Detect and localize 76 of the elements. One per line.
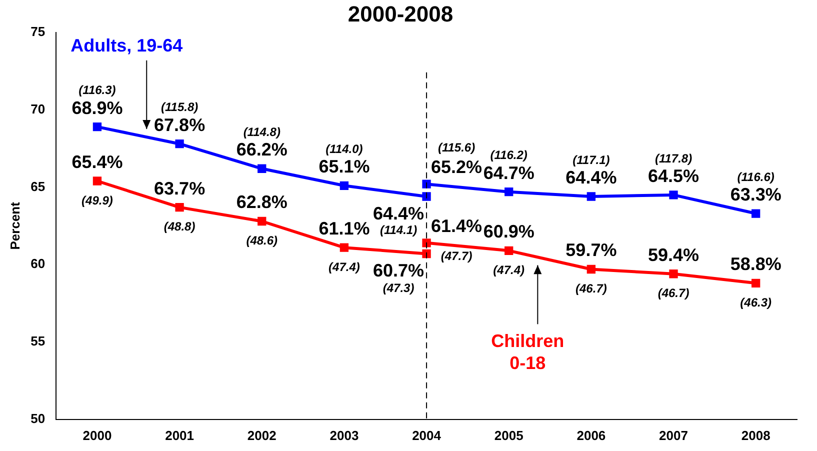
point <box>175 202 184 212</box>
annotation: (116.3) <box>78 83 116 98</box>
annotation: (117.1) <box>572 152 610 167</box>
data-label: 61.4% <box>431 216 482 236</box>
point <box>340 243 349 252</box>
point <box>92 176 102 186</box>
data-label: 65.2% <box>431 157 482 178</box>
data-label: 68.9% <box>72 98 123 118</box>
data-label: 61.1% <box>318 218 370 239</box>
annotation: (47.4) <box>493 262 525 277</box>
x-tick-label: 2008 <box>741 428 770 443</box>
point <box>752 278 760 288</box>
data-label: 64.4% <box>566 167 617 188</box>
data-label: 64.4% <box>373 203 424 224</box>
point <box>669 190 678 200</box>
x-tick-label: 2003 <box>330 428 359 443</box>
point <box>258 216 266 226</box>
data-label: 60.7% <box>373 260 424 281</box>
annotation: (116.6) <box>737 170 774 184</box>
x-tick-label: 2006 <box>576 428 606 443</box>
annotation: (49.9) <box>82 193 113 208</box>
y-tick-label: 70 <box>30 101 46 116</box>
y-tick-label: 55 <box>30 334 46 349</box>
data-label: 62.8% <box>236 192 288 212</box>
data-label: 63.7% <box>154 178 206 198</box>
x-tick-label: 2000 <box>82 428 112 443</box>
annotation: (47.4) <box>328 260 360 274</box>
annotation: (114.0) <box>326 142 363 156</box>
annotation: (117.8) <box>654 151 692 166</box>
point <box>752 209 760 218</box>
annotation: (114.8) <box>243 124 280 139</box>
annotation: (47.7) <box>440 249 472 264</box>
data-label: 63.3% <box>730 184 782 204</box>
data-label: 58.8% <box>730 254 782 274</box>
point <box>504 188 514 196</box>
text: Adults, 19-64 <box>70 35 183 56</box>
point <box>175 140 184 148</box>
data-label: 59.4% <box>648 244 700 265</box>
point <box>504 246 514 255</box>
annotation: (116.2) <box>490 148 528 162</box>
x-tick-label: 2001 <box>165 428 194 443</box>
data-label: 64.7% <box>483 162 534 183</box>
annotation: (48.8) <box>164 220 196 234</box>
annotation: (115.6) <box>438 140 476 154</box>
x-tick-label: 2007 <box>659 428 688 443</box>
data-label: 64.5% <box>648 166 700 186</box>
data-label: 59.7% <box>566 240 617 260</box>
annotation: (115.8) <box>160 100 198 114</box>
point <box>258 164 266 173</box>
y-tick-label: 65 <box>30 178 46 194</box>
annotation: (48.6) <box>246 234 278 248</box>
x-tick-label: 2002 <box>247 428 276 443</box>
x-tick-label: 2004 <box>412 428 442 443</box>
y-tick-label: 60 <box>30 256 46 272</box>
point <box>669 270 678 278</box>
y-tick-label: 50 <box>30 410 46 426</box>
annotation: (47.3) <box>382 281 414 296</box>
annotation: (46.7) <box>658 286 690 300</box>
data-label: 60.9% <box>483 222 534 242</box>
annotation: (46.3) <box>740 295 772 310</box>
point <box>340 181 349 190</box>
data-label: 66.2% <box>236 140 288 160</box>
chart-title: 2000-2008 <box>348 1 454 26</box>
y-tick-label: 75 <box>30 24 46 39</box>
point <box>92 122 102 132</box>
y-axis-title: Percent <box>7 201 22 250</box>
x-tick-label: 2005 <box>494 428 524 443</box>
data-label: 65.1% <box>318 156 370 177</box>
point <box>586 192 596 201</box>
text: Children 0-18 <box>491 331 564 374</box>
point <box>422 238 431 248</box>
data-label: 67.8% <box>154 114 206 135</box>
annotation: (114.1) <box>380 222 418 237</box>
point <box>586 264 596 274</box>
annotation: (46.7) <box>576 282 607 296</box>
data-label: 65.4% <box>72 152 123 172</box>
